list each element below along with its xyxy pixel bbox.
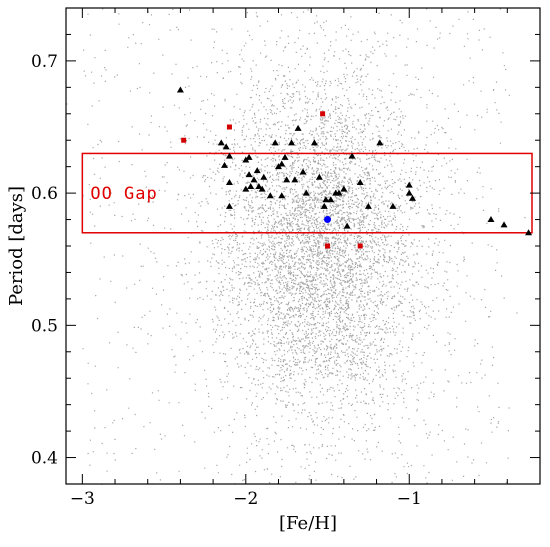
triangle-point xyxy=(299,168,307,175)
triangle-point xyxy=(247,183,255,189)
triangle-point xyxy=(335,189,343,196)
triangle-point xyxy=(525,229,533,236)
triangle-point xyxy=(320,202,328,209)
x-tick-label: −2 xyxy=(233,489,258,509)
highlighted-markers xyxy=(176,86,533,249)
y-tick-label: 0.4 xyxy=(31,449,58,469)
triangle-point xyxy=(266,192,274,199)
triangle-point xyxy=(487,216,495,223)
y-tick-label: 0.5 xyxy=(31,316,58,336)
x-axis-title: [Fe/H] xyxy=(279,513,337,534)
triangle-point xyxy=(340,185,348,192)
triangle-point xyxy=(291,176,299,183)
oo-gap-label: OO Gap xyxy=(90,184,157,204)
triangle-point xyxy=(405,189,413,196)
frame-border xyxy=(65,7,541,485)
triangle-point xyxy=(302,189,310,196)
background-points xyxy=(66,8,526,485)
y-axis-title: Period [days] xyxy=(6,186,27,306)
triangle-point xyxy=(225,202,233,209)
triangle-point xyxy=(389,202,397,209)
plot-frame xyxy=(65,7,541,485)
triangle-point xyxy=(405,181,413,188)
triangle-point xyxy=(500,221,508,228)
triangle-point xyxy=(310,139,318,146)
triangle-point xyxy=(327,196,335,203)
triangle-point xyxy=(217,139,225,146)
triangle-point xyxy=(176,86,184,93)
square-point xyxy=(226,124,232,130)
triangle-point xyxy=(245,153,253,160)
triangle-point xyxy=(376,139,384,146)
triangle-point xyxy=(255,183,263,189)
triangle-point xyxy=(225,152,233,159)
triangle-point xyxy=(242,185,250,192)
y-tick-label: 0.7 xyxy=(31,52,58,72)
x-tick-label: −1 xyxy=(397,489,422,509)
x-tick-label: −3 xyxy=(70,489,95,509)
triangle-point xyxy=(260,173,268,180)
triangle-point xyxy=(278,160,286,167)
triangle-point xyxy=(222,143,230,150)
triangle-point xyxy=(283,176,291,183)
triangle-point xyxy=(288,139,296,146)
axis-ticks: −3 −2 −1 0.4 0.5 0.6 0.7 xyxy=(31,7,541,509)
square-point xyxy=(181,137,187,143)
triangle-point xyxy=(258,185,266,192)
triangle-point xyxy=(294,124,302,131)
y-tick-label: 0.6 xyxy=(31,184,58,204)
triangle-point xyxy=(250,176,258,183)
triangle-point xyxy=(315,173,323,180)
background-point-cloud xyxy=(66,8,526,485)
triangle-point xyxy=(364,202,372,209)
triangle-point xyxy=(348,152,356,159)
triangle-point xyxy=(242,156,250,163)
square-point xyxy=(320,111,326,117)
triangle-point xyxy=(253,167,261,174)
triangle-point xyxy=(271,139,279,146)
triangle-point xyxy=(281,153,289,160)
triangle-point xyxy=(221,161,229,168)
triangle-point xyxy=(278,192,286,199)
triangle-point xyxy=(322,196,330,203)
triangle-point xyxy=(245,171,253,178)
circle-point xyxy=(324,216,332,224)
square-point xyxy=(325,243,331,249)
square-point xyxy=(357,243,363,249)
triangle-point xyxy=(343,222,351,229)
triangle-point xyxy=(225,179,233,186)
triangle-point xyxy=(356,179,364,186)
triangle-point xyxy=(409,194,417,201)
